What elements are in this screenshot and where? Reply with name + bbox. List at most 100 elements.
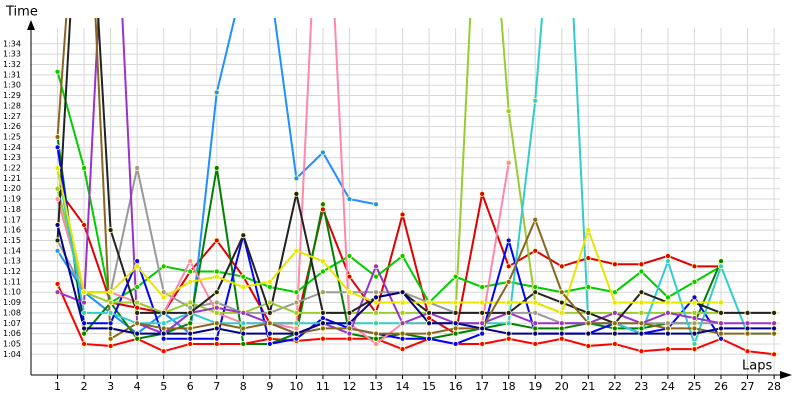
point — [718, 299, 724, 306]
y-tick-label: 1:23 — [3, 153, 21, 162]
y-tick-label: 1:18 — [3, 205, 21, 214]
point — [479, 325, 486, 332]
y-tick-label: 1:17 — [3, 215, 21, 224]
point — [691, 341, 698, 347]
point — [134, 310, 141, 316]
y-tick-label: 1:27 — [3, 112, 21, 121]
point — [532, 247, 539, 254]
point — [665, 330, 671, 337]
x-tick-label: 21 — [581, 380, 595, 393]
point — [638, 320, 645, 327]
point — [479, 341, 486, 347]
point — [426, 320, 432, 327]
x-tick-label: 11 — [316, 380, 330, 393]
y-tick-label: 1:08 — [3, 308, 21, 317]
point — [54, 185, 61, 192]
point — [134, 335, 141, 342]
point — [585, 255, 592, 261]
series-line — [56, 224, 775, 335]
point — [293, 310, 300, 316]
x-tick-label: 24 — [661, 380, 675, 393]
point — [718, 310, 724, 316]
point — [107, 325, 114, 332]
point — [134, 284, 141, 290]
point — [426, 330, 432, 337]
point — [452, 325, 459, 332]
point — [213, 299, 220, 306]
x-tick-label: 2 — [81, 380, 88, 393]
series-line — [56, 18, 775, 341]
point — [187, 304, 194, 311]
point — [558, 330, 565, 337]
y-tick-label: 1:04 — [3, 350, 21, 359]
point — [691, 299, 698, 306]
y-tick-label: 1:22 — [3, 164, 21, 173]
point — [505, 330, 512, 337]
point — [611, 330, 618, 337]
point — [107, 343, 114, 349]
point — [718, 258, 724, 265]
point — [213, 304, 220, 311]
point — [54, 196, 61, 202]
y-tick-label: 1:09 — [3, 298, 21, 307]
point — [373, 294, 379, 301]
point — [558, 310, 565, 316]
point — [293, 289, 300, 296]
x-tick-label: 18 — [502, 380, 516, 393]
point — [558, 263, 565, 270]
point — [691, 278, 698, 285]
point — [479, 310, 486, 316]
x-tick-label: 7 — [213, 380, 220, 393]
point — [611, 261, 618, 268]
point — [744, 330, 751, 337]
plot-area — [54, 18, 777, 358]
series-line — [57, 18, 775, 335]
x-tick-label: 13 — [369, 380, 383, 393]
point — [373, 299, 379, 306]
point — [638, 330, 645, 337]
point — [771, 310, 777, 316]
x-axis-label: Laps — [742, 359, 772, 374]
point — [320, 258, 326, 265]
point — [160, 325, 167, 332]
point — [665, 325, 671, 332]
point — [81, 341, 87, 347]
point — [187, 335, 194, 342]
point — [399, 335, 406, 342]
point — [81, 330, 87, 337]
y-tick-label: 1:07 — [3, 319, 21, 328]
point — [213, 165, 220, 171]
point — [771, 325, 777, 332]
point — [213, 341, 220, 347]
point — [558, 325, 565, 332]
point — [452, 299, 459, 306]
point — [585, 284, 592, 290]
point — [611, 310, 618, 316]
point — [134, 299, 141, 306]
y-tick-label: 1:14 — [3, 246, 21, 255]
point — [452, 320, 459, 327]
y-tick-label: 1:21 — [3, 174, 21, 183]
point — [54, 68, 61, 75]
point — [266, 310, 273, 316]
x-tick-label: 28 — [767, 380, 781, 393]
point — [346, 330, 353, 337]
point — [293, 190, 300, 197]
point — [320, 325, 326, 332]
point — [240, 310, 247, 316]
point — [585, 320, 592, 327]
point — [320, 289, 326, 296]
point — [585, 343, 592, 349]
y-tick-label: 1:05 — [3, 339, 21, 348]
point — [611, 325, 618, 332]
point — [399, 253, 406, 259]
x-tick-label: 27 — [741, 380, 755, 393]
y-tick-label: 1:12 — [3, 267, 21, 276]
point — [266, 320, 273, 327]
point — [134, 304, 141, 311]
point — [213, 237, 220, 244]
point — [346, 273, 353, 280]
point — [691, 310, 698, 316]
point — [558, 289, 565, 296]
